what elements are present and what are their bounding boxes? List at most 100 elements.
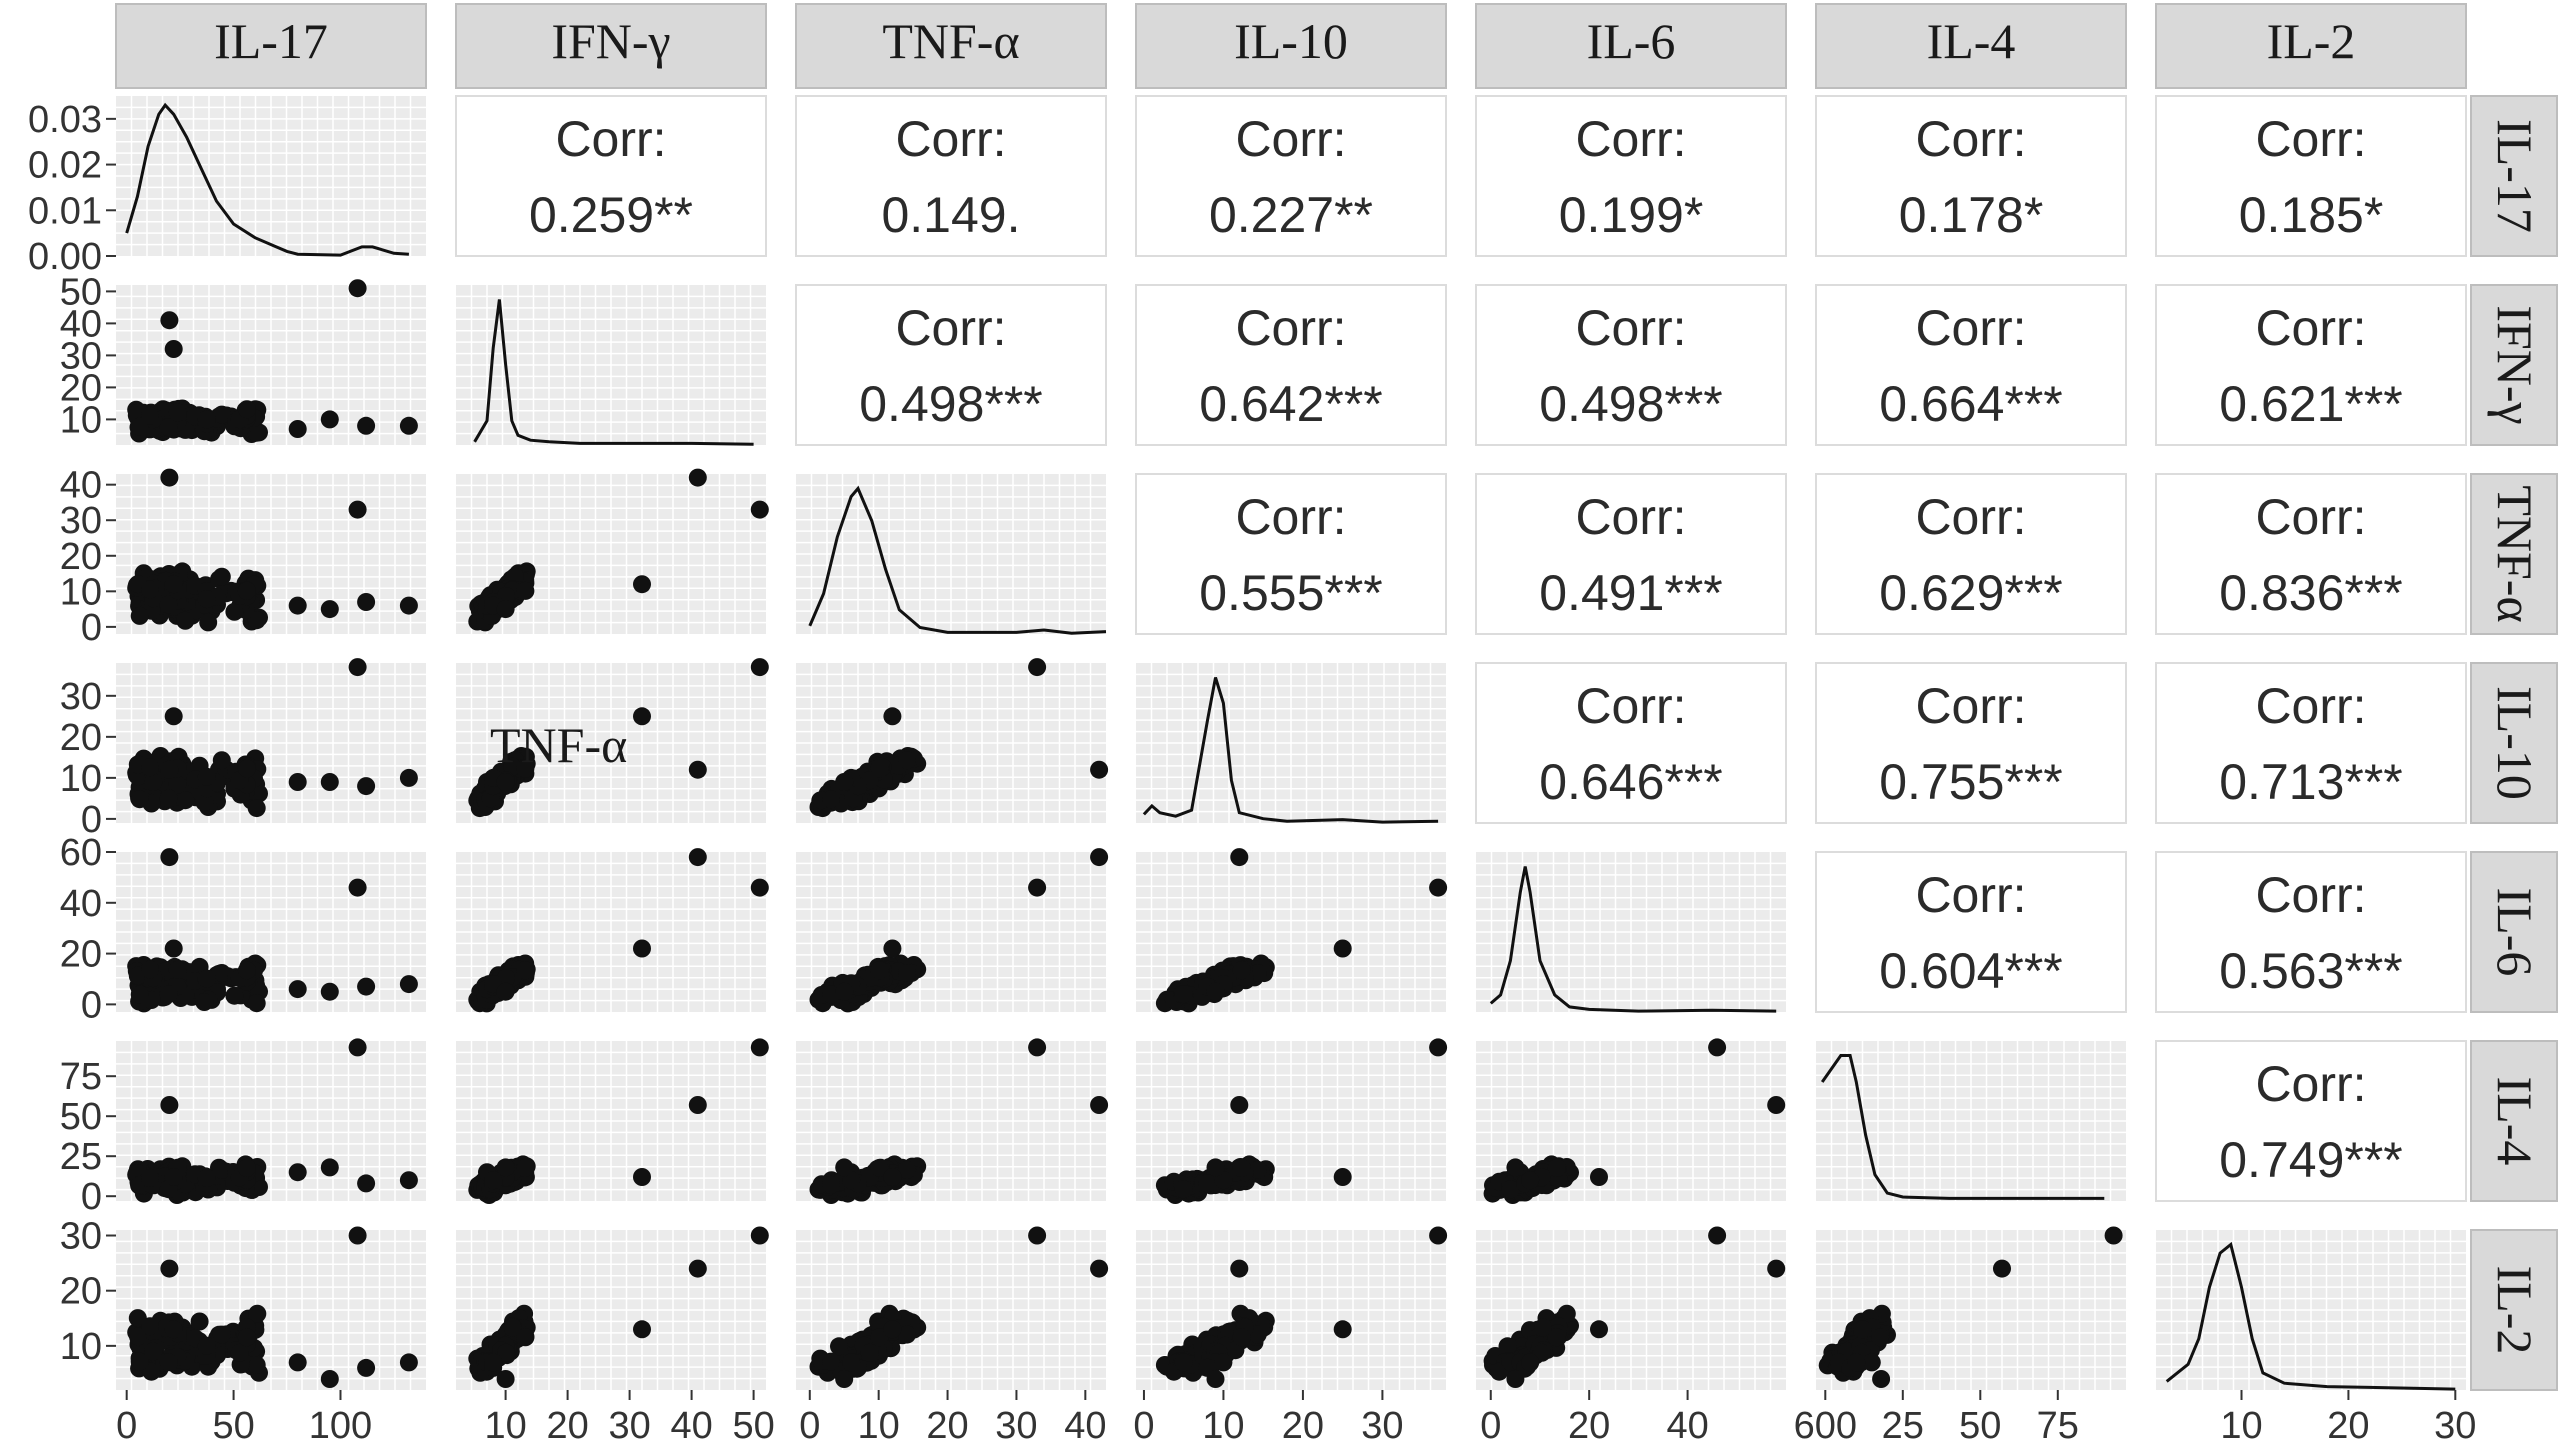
y-tick-label: 10 xyxy=(60,758,102,800)
scatter-point xyxy=(144,773,163,791)
corr-label: Corr: xyxy=(1915,300,2026,356)
scatter-point xyxy=(225,986,244,1005)
scatter-point xyxy=(357,1174,376,1193)
scatter-point xyxy=(160,468,179,487)
scatter-point xyxy=(288,1163,307,1182)
corr-label: Corr: xyxy=(1575,300,1686,356)
scatter-point xyxy=(496,773,515,791)
y-tick-label: 30 xyxy=(60,500,102,542)
corr-label: Corr: xyxy=(555,111,666,167)
scatter-point xyxy=(168,775,187,794)
scatter-point xyxy=(633,939,651,958)
scatter-point xyxy=(399,1171,418,1190)
x-tick-label: 20 xyxy=(546,1405,588,1447)
scatter-point xyxy=(1498,1337,1517,1356)
scatter-point xyxy=(750,500,769,519)
corr-cell xyxy=(2155,851,2467,1013)
x-tick-label: 10 xyxy=(858,1405,900,1447)
strip-right-label: IL-10 xyxy=(2487,686,2543,800)
scatter-point xyxy=(160,1096,179,1114)
corr-cell xyxy=(455,95,767,257)
scatter-point xyxy=(633,707,651,726)
scatter-point xyxy=(199,613,218,632)
scatter-point xyxy=(190,1312,209,1331)
scatter-point xyxy=(1174,1180,1193,1199)
scatter-point xyxy=(1590,1168,1608,1186)
scatter-point xyxy=(212,751,231,770)
corr-value: 0.604*** xyxy=(1879,943,2063,999)
scatter-point xyxy=(357,1358,376,1377)
scatter-point xyxy=(1232,1158,1251,1177)
scatter-point xyxy=(141,1169,159,1187)
y-tick-label: 30 xyxy=(60,676,102,718)
scatter-point xyxy=(399,596,418,615)
x-tick-label: 25 xyxy=(1882,1405,1924,1447)
corr-value: 0.178* xyxy=(1899,187,2044,243)
scatter-point xyxy=(399,768,418,787)
strip-top xyxy=(455,3,767,89)
corr-cell xyxy=(2155,1040,2467,1202)
scatter-point xyxy=(496,982,515,1001)
scatter-point xyxy=(1547,1158,1566,1177)
scatter-point xyxy=(348,500,367,519)
scatter-point xyxy=(1547,1328,1566,1347)
corr-label: Corr: xyxy=(1915,678,2026,734)
corr-label: Corr: xyxy=(1575,678,1686,734)
x-tick-label: 20 xyxy=(1568,1405,1610,1447)
scatter-point xyxy=(320,982,339,1001)
scatter-point xyxy=(164,1168,183,1186)
x-tick-label: 75 xyxy=(2037,1405,2079,1447)
scatter-point xyxy=(1871,1328,1890,1347)
scatter-point xyxy=(496,600,515,619)
scatter-point xyxy=(348,658,367,677)
scatter-point xyxy=(1590,1320,1608,1339)
corr-cell xyxy=(1815,284,2127,446)
scatter-point xyxy=(1708,1226,1727,1245)
scatter-point xyxy=(195,993,214,1011)
x-tick-label: 30 xyxy=(1361,1405,1403,1447)
strip-right xyxy=(2470,284,2558,446)
corr-value: 0.646*** xyxy=(1539,754,1723,810)
scatter-point xyxy=(688,760,707,779)
scatter-point xyxy=(1521,1353,1540,1372)
scatter-point xyxy=(835,773,854,791)
strip-right-label: IL-6 xyxy=(2487,888,2543,977)
strip-top-label: IL-2 xyxy=(2267,13,2356,69)
scatter-point xyxy=(159,595,178,614)
scatter-point xyxy=(516,1158,535,1177)
scatter-point xyxy=(237,961,256,980)
corr-value: 0.749*** xyxy=(2219,1132,2403,1188)
scatter-point xyxy=(688,1259,707,1278)
corr-label: Corr: xyxy=(2255,1056,2366,1112)
corr-cell xyxy=(795,284,1107,446)
scatter-point xyxy=(1206,1370,1225,1388)
scatter-point xyxy=(898,964,916,982)
scatter-point xyxy=(860,1343,879,1362)
scatter-point xyxy=(496,1370,515,1388)
scatter-point xyxy=(898,751,916,770)
density-curve xyxy=(2165,1241,2456,1391)
corr-cell xyxy=(1815,95,2127,257)
scatter-point xyxy=(822,1352,840,1371)
x-tick-label: 600 xyxy=(1794,1405,1857,1447)
scatter-point xyxy=(164,575,183,594)
scatter-point xyxy=(159,418,178,437)
scatter-point xyxy=(1847,1353,1866,1372)
strip-top xyxy=(2155,3,2467,89)
scatter-point xyxy=(237,1158,256,1177)
scatter-point xyxy=(348,1226,367,1245)
scatter-point xyxy=(197,969,216,988)
scatter-point xyxy=(835,982,854,1001)
scatter-point xyxy=(750,1038,769,1057)
scatter-point xyxy=(633,575,651,594)
scatter-point xyxy=(688,1096,707,1114)
scatter-point xyxy=(164,939,183,958)
y-tick-label: 0.00 xyxy=(28,236,102,278)
strip-top-label: IL-6 xyxy=(1587,13,1676,69)
x-tick-label: 10 xyxy=(484,1405,526,1447)
density-curve xyxy=(1820,1054,2105,1200)
corr-label: Corr: xyxy=(1235,111,1346,167)
scatter-point xyxy=(1206,982,1225,1001)
scatter-point xyxy=(835,1370,854,1388)
scatter-point xyxy=(237,581,256,600)
